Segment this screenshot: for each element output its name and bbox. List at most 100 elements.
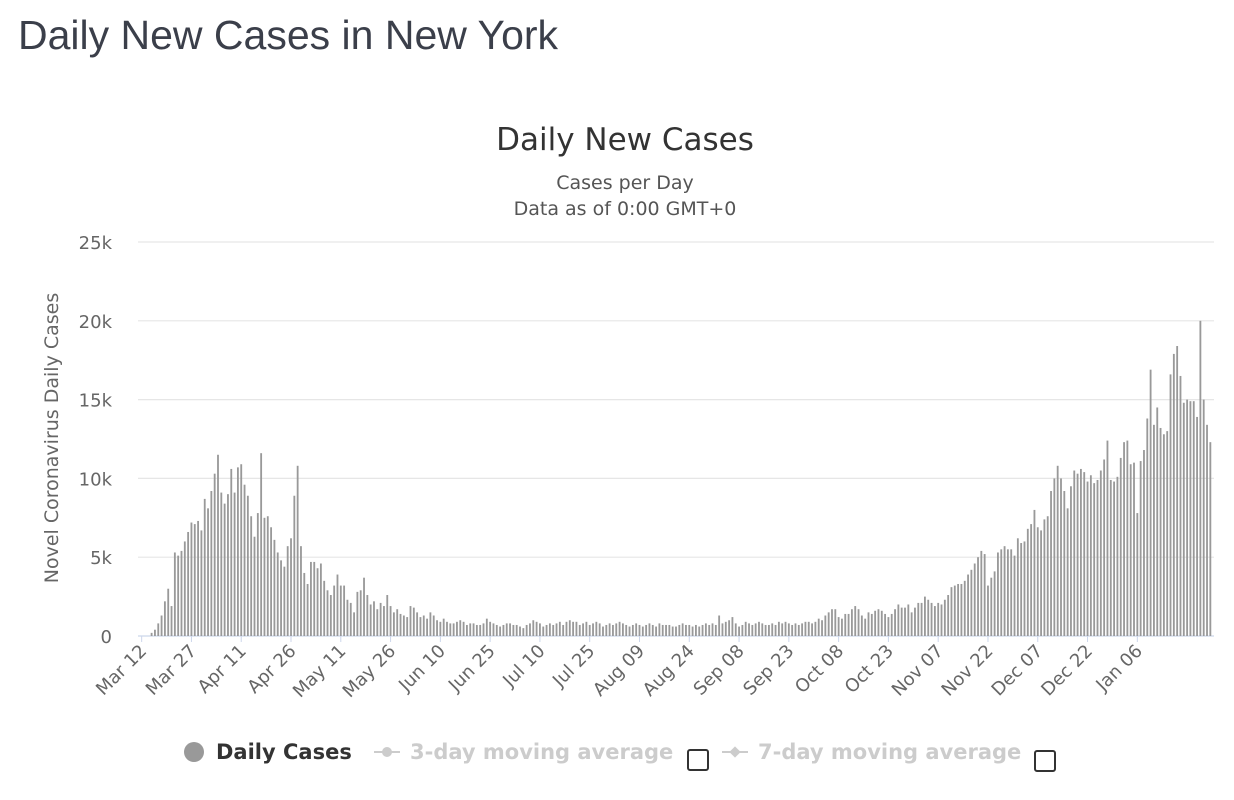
- bar[interactable]: [648, 623, 651, 636]
- bar[interactable]: [276, 552, 279, 636]
- bar[interactable]: [333, 585, 336, 636]
- bar[interactable]: [1066, 508, 1069, 636]
- bar[interactable]: [452, 623, 455, 636]
- bar[interactable]: [1169, 374, 1172, 636]
- bar[interactable]: [1182, 402, 1185, 636]
- bar[interactable]: [399, 613, 402, 636]
- bar[interactable]: [860, 615, 863, 636]
- bar[interactable]: [197, 520, 199, 636]
- bar[interactable]: [1040, 530, 1042, 636]
- bar[interactable]: [1146, 418, 1149, 636]
- bar[interactable]: [479, 624, 482, 636]
- bar[interactable]: [914, 607, 916, 636]
- bar[interactable]: [492, 623, 495, 636]
- bar[interactable]: [1106, 440, 1109, 636]
- bar[interactable]: [685, 624, 687, 636]
- bar[interactable]: [618, 621, 621, 636]
- bar[interactable]: [807, 621, 810, 636]
- bar[interactable]: [592, 623, 594, 636]
- bar[interactable]: [369, 604, 372, 636]
- bar[interactable]: [469, 623, 472, 636]
- bar[interactable]: [973, 563, 976, 637]
- bar[interactable]: [273, 539, 276, 636]
- bar[interactable]: [983, 554, 986, 636]
- bar[interactable]: [1202, 399, 1205, 636]
- bar[interactable]: [804, 621, 807, 636]
- bar[interactable]: [1063, 491, 1066, 636]
- bar[interactable]: [947, 595, 950, 636]
- bar[interactable]: [187, 531, 190, 636]
- bar[interactable]: [227, 494, 229, 636]
- bar[interactable]: [329, 595, 332, 636]
- bar[interactable]: [937, 602, 940, 636]
- bar[interactable]: [612, 624, 614, 636]
- bar[interactable]: [260, 453, 263, 636]
- bar[interactable]: [422, 615, 425, 636]
- bar[interactable]: [1060, 478, 1062, 636]
- bar[interactable]: [688, 624, 691, 636]
- bar[interactable]: [1030, 524, 1033, 636]
- bar[interactable]: [1186, 399, 1189, 636]
- bar[interactable]: [990, 577, 993, 636]
- bar[interactable]: [897, 604, 900, 636]
- bar[interactable]: [515, 624, 518, 636]
- bar[interactable]: [1043, 519, 1046, 636]
- bar[interactable]: [406, 617, 409, 636]
- bar[interactable]: [960, 583, 963, 636]
- bar[interactable]: [1189, 401, 1192, 636]
- bar[interactable]: [150, 632, 153, 636]
- bar[interactable]: [787, 623, 790, 636]
- bar[interactable]: [1156, 407, 1159, 636]
- bar[interactable]: [263, 517, 266, 636]
- bar[interactable]: [651, 624, 654, 636]
- bar[interactable]: [1023, 541, 1026, 636]
- bar[interactable]: [698, 626, 701, 636]
- bar[interactable]: [704, 623, 707, 636]
- bar[interactable]: [436, 620, 438, 636]
- bar[interactable]: [1139, 461, 1142, 636]
- bar[interactable]: [379, 602, 382, 636]
- bar[interactable]: [575, 621, 578, 636]
- bar[interactable]: [758, 621, 760, 636]
- bar[interactable]: [1020, 543, 1023, 636]
- bar[interactable]: [1033, 509, 1036, 636]
- bar[interactable]: [548, 623, 551, 636]
- bar[interactable]: [392, 612, 395, 636]
- bar[interactable]: [346, 599, 349, 636]
- bar[interactable]: [409, 606, 412, 636]
- checkbox-3-day-average[interactable]: [687, 749, 709, 771]
- bar[interactable]: [306, 583, 309, 636]
- bar[interactable]: [1172, 353, 1175, 636]
- bar[interactable]: [701, 624, 704, 636]
- bar[interactable]: [645, 624, 648, 636]
- bar[interactable]: [482, 623, 485, 636]
- bar[interactable]: [1192, 401, 1195, 636]
- bar[interactable]: [890, 613, 893, 636]
- bar[interactable]: [376, 609, 379, 636]
- bar[interactable]: [658, 623, 661, 636]
- bar[interactable]: [1076, 473, 1079, 636]
- bar[interactable]: [167, 588, 170, 636]
- bar[interactable]: [439, 621, 442, 636]
- bar[interactable]: [1113, 481, 1116, 636]
- bar[interactable]: [475, 624, 478, 636]
- bar[interactable]: [1179, 375, 1182, 636]
- bar[interactable]: [432, 615, 435, 636]
- bar[interactable]: [300, 546, 302, 636]
- bar[interactable]: [1123, 442, 1125, 636]
- bar[interactable]: [880, 610, 883, 636]
- bar[interactable]: [1046, 516, 1049, 636]
- bar[interactable]: [731, 617, 734, 636]
- bar[interactable]: [1016, 538, 1019, 636]
- bar[interactable]: [814, 621, 817, 636]
- bar[interactable]: [173, 552, 176, 636]
- bar[interactable]: [296, 465, 299, 636]
- bar[interactable]: [562, 624, 565, 636]
- bar[interactable]: [233, 492, 236, 636]
- bar[interactable]: [1119, 457, 1122, 636]
- bar[interactable]: [655, 626, 657, 636]
- bar[interactable]: [605, 624, 608, 636]
- bar[interactable]: [343, 585, 346, 636]
- bar[interactable]: [695, 624, 697, 636]
- bar[interactable]: [774, 624, 777, 636]
